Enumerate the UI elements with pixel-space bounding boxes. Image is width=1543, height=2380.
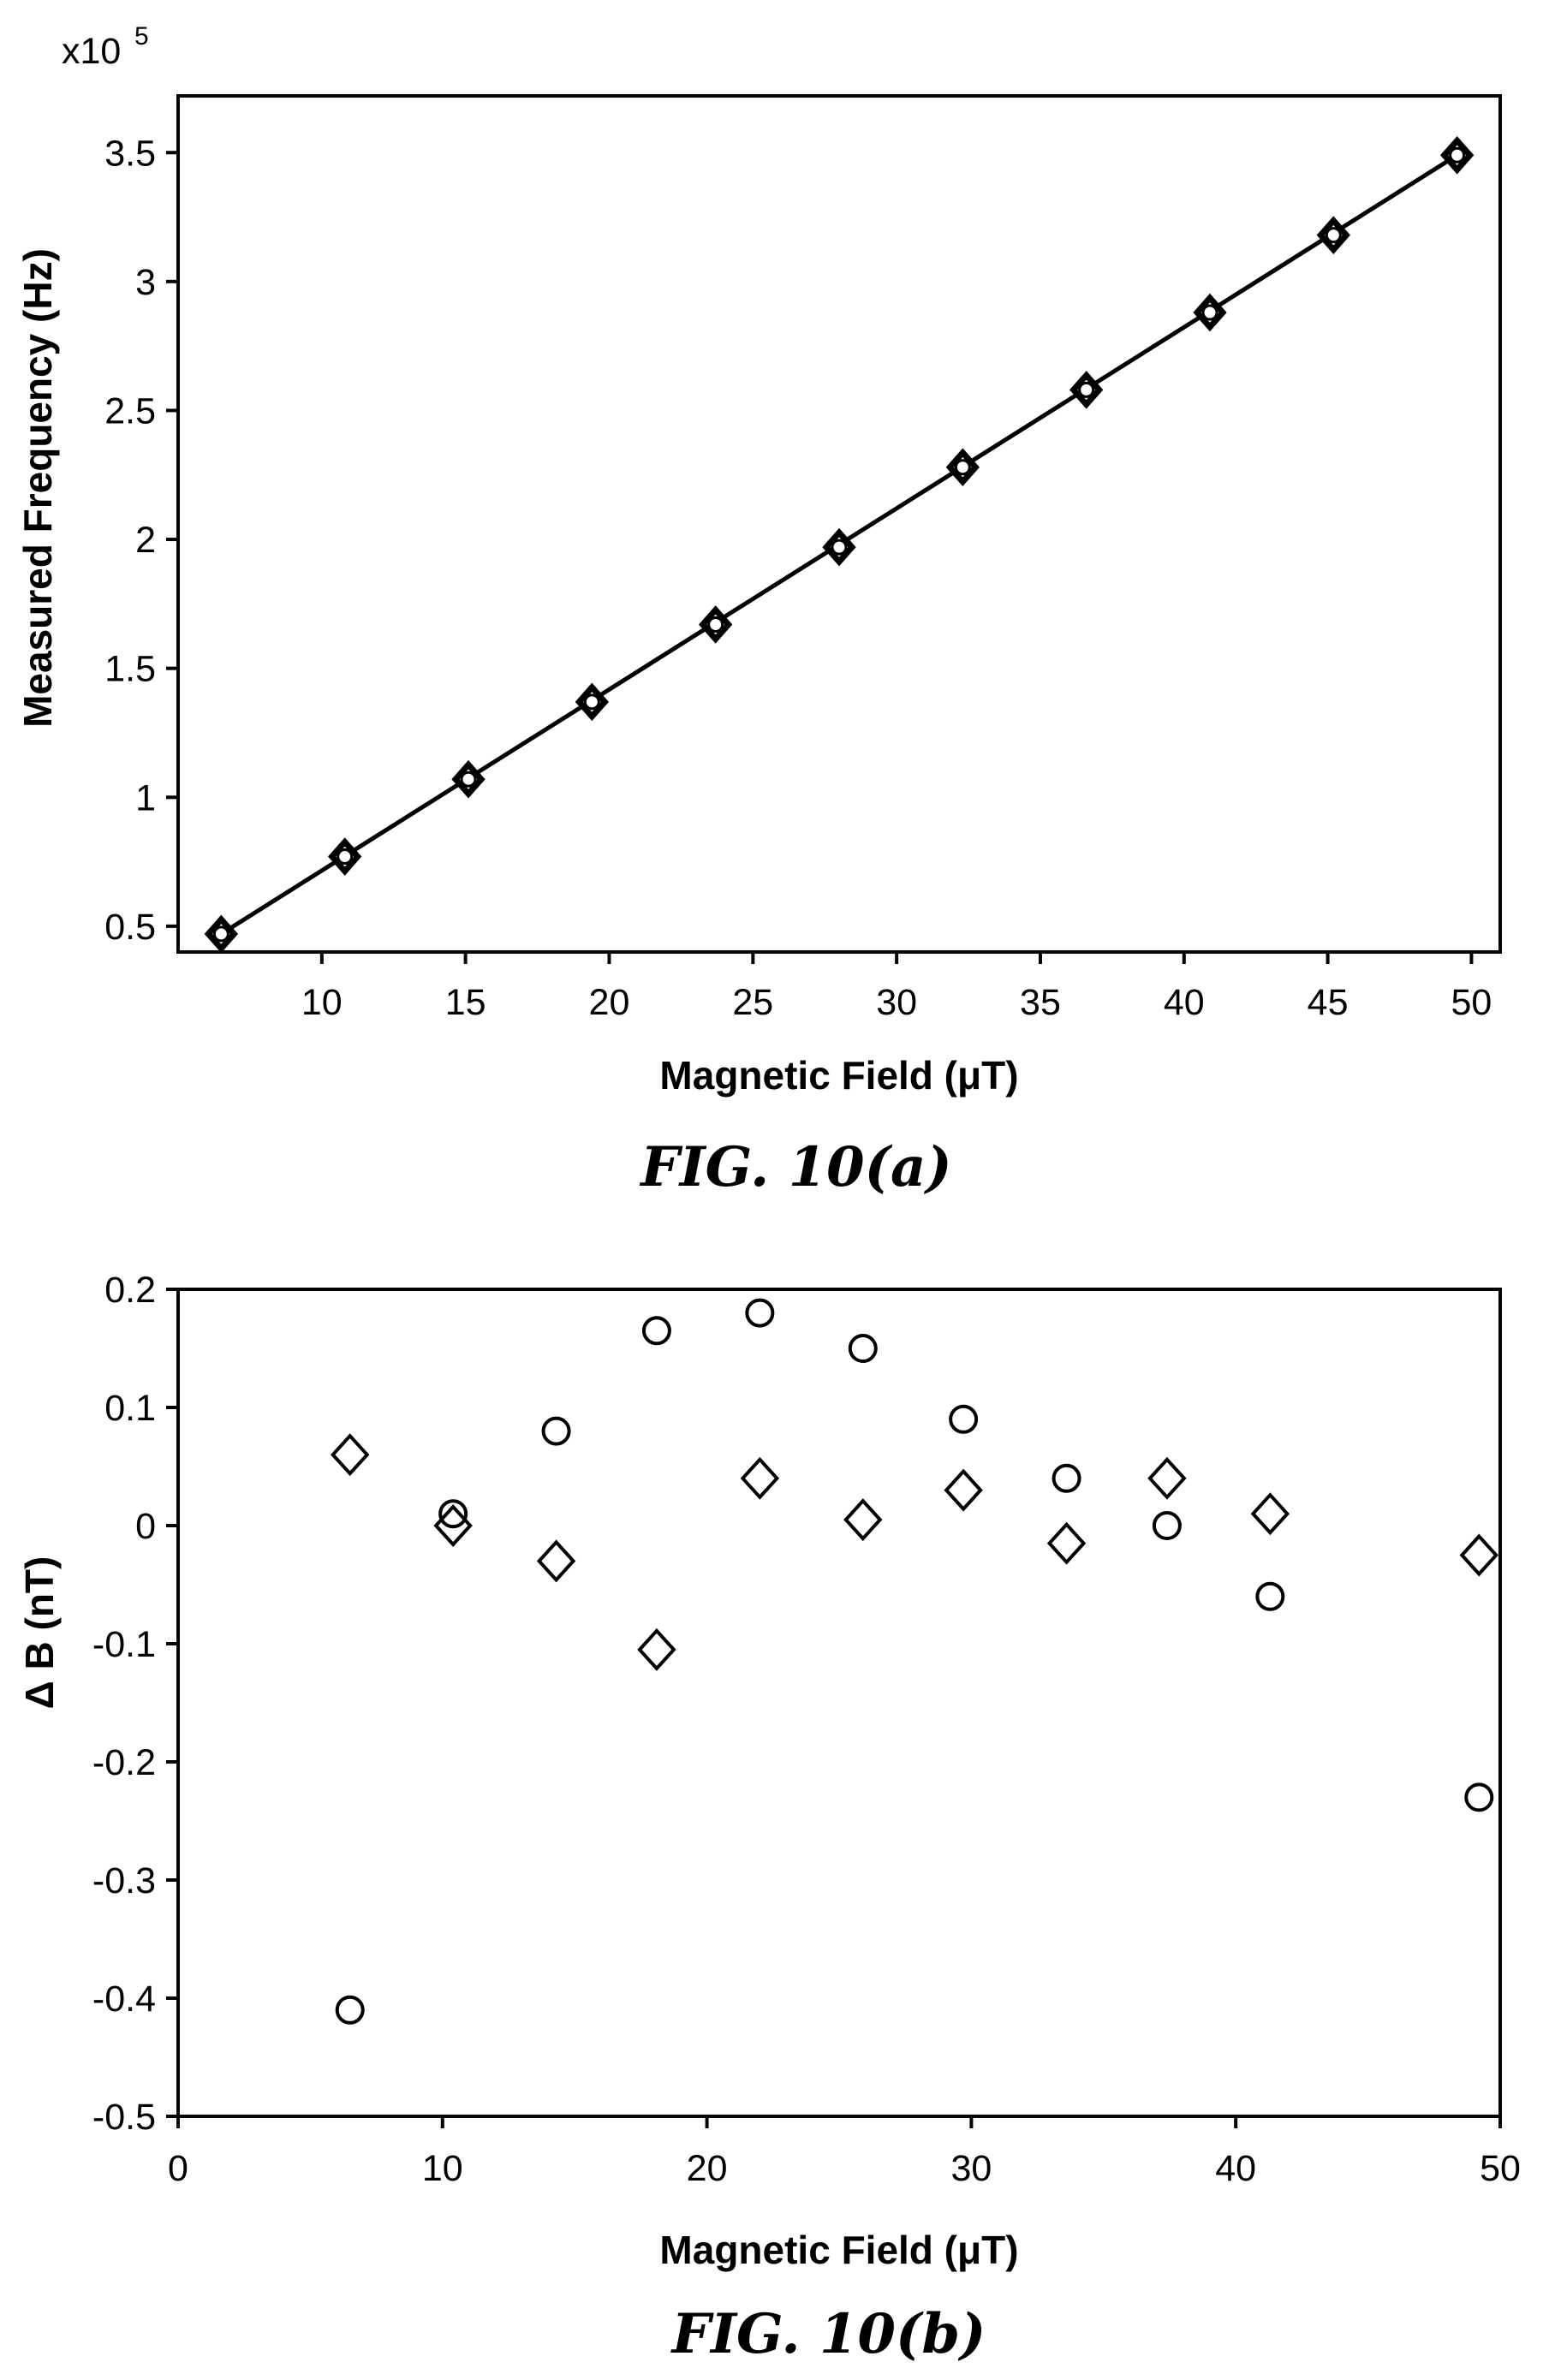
plot-area-a: 10 15 20 25 30 35 40 45 50 0.5 1 1.5 2 2.5 3 3.5: [104, 94, 1502, 1023]
y-multiplier-exponent: 5: [134, 22, 149, 51]
x-tick-label: 20: [589, 982, 630, 1023]
circle-point: [831, 538, 848, 556]
y-tick-label: -0.5: [92, 2097, 156, 2138]
y-tick-label: 2: [135, 520, 156, 561]
circle-point: [212, 925, 229, 943]
y-tick-label: 0.2: [104, 1270, 156, 1311]
y-multiplier-base: x10: [62, 31, 121, 72]
circle-point: [848, 1334, 878, 1363]
diamond-point: [740, 1456, 780, 1500]
figure-caption-a: FIG. 10(a): [639, 1135, 951, 1199]
y-tick-label: 0: [135, 1506, 156, 1547]
circle-point: [1078, 381, 1095, 398]
circle-point: [541, 1416, 571, 1446]
y-tick-label: 3: [135, 262, 156, 303]
circle-point: [1255, 1581, 1285, 1611]
plot-area-b: 0 10 20 30 40 50 -0.5 -0.4 -0.3 -0.2 -0.1 0 0.1 0.2: [92, 1270, 1521, 2189]
diamond-point: [1046, 1521, 1087, 1565]
diamond-point: [1439, 135, 1474, 175]
x-tick-label: 0: [168, 2148, 188, 2189]
diamond-point: [944, 1468, 983, 1512]
y-multiplier: x10 5: [62, 22, 149, 72]
circle-point: [1464, 1782, 1494, 1812]
diamond-point: [699, 605, 733, 644]
circle-point: [949, 1404, 979, 1434]
y-tick-label: 1.5: [104, 649, 156, 690]
x-tick-label: 35: [1020, 982, 1061, 1023]
y-tick-label: 2.5: [104, 390, 156, 431]
diamond-point: [822, 527, 856, 567]
circle-point: [1449, 146, 1466, 164]
y-tick-label: -0.4: [92, 1978, 156, 2020]
circle-point: [745, 1298, 775, 1328]
diamond-point: [433, 1504, 473, 1547]
circle-point: [641, 1316, 671, 1346]
x-tick-label: 10: [422, 2148, 463, 2189]
y-tick-label: 3.5: [104, 133, 156, 174]
y-tick-label: -0.2: [92, 1742, 156, 1783]
x-axis-label-a: Magnetic Field (μT): [659, 1053, 1018, 1098]
circle-point: [1201, 304, 1218, 321]
x-tick-label: 50: [1480, 2148, 1521, 2189]
circle-point: [1152, 1511, 1182, 1540]
diamond-point: [1250, 1492, 1290, 1536]
x-tick-label: 20: [687, 2148, 728, 2189]
diamond-point: [843, 1498, 883, 1542]
figure-caption-b: FIG. 10(b): [670, 2302, 986, 2366]
x-tick-label: 10: [301, 982, 343, 1023]
diamond-point: [575, 682, 610, 722]
diamond-point: [637, 1627, 676, 1671]
diamond-point: [945, 448, 980, 487]
x-tick-label: 40: [1164, 982, 1205, 1023]
circle-point: [954, 459, 971, 476]
y-axis-label-a: Measured Frequency (Hz): [15, 248, 60, 728]
y-tick-label: -0.3: [92, 1860, 156, 1901]
circle-point: [460, 771, 477, 788]
diamond-point: [331, 1433, 370, 1477]
y-tick-label: 1: [135, 777, 156, 818]
x-tick-label: 50: [1451, 982, 1492, 1023]
circle-point: [337, 848, 354, 866]
circle-point: [1052, 1463, 1081, 1493]
y-tick-label: -0.1: [92, 1624, 156, 1665]
x-tick-label: 45: [1308, 982, 1349, 1023]
diamond-point: [536, 1539, 576, 1583]
diamond-point: [1316, 216, 1350, 254]
diamond-point: [204, 914, 239, 954]
y-tick-label: 0.1: [104, 1388, 156, 1429]
chart-b: 0 10 20 30 40 50 -0.5 -0.4 -0.3 -0.2 -0.1 0 0.1 0.2 Δ…: [17, 1270, 1521, 2366]
x-tick-label: 30: [950, 2148, 992, 2189]
diamond-point: [328, 837, 362, 876]
x-tick-label: 30: [876, 982, 917, 1023]
diamond-point: [451, 759, 486, 799]
x-axis-label-b: Magnetic Field (μT): [659, 2228, 1018, 2272]
x-tick-label: 25: [732, 982, 773, 1023]
diamond-point: [1147, 1456, 1187, 1500]
x-tick-label: 40: [1215, 2148, 1256, 2189]
circle-point: [438, 1499, 468, 1529]
plot-frame: [176, 1288, 1502, 2118]
circle-point: [1325, 227, 1342, 244]
circle-point: [583, 693, 600, 711]
x-tick-label: 15: [445, 982, 486, 1023]
chart-a: x10 5 10 15 20 25 30 35 40 45 500.511.522.533.5 …: [15, 22, 1502, 1199]
circle-point: [707, 616, 724, 633]
diamond-point: [1069, 371, 1104, 409]
circle-point: [335, 1995, 365, 2025]
diamond-point: [1193, 293, 1227, 332]
y-tick-label: 0.5: [104, 907, 156, 948]
diamond-point: [1459, 1533, 1498, 1577]
plot-frame: [176, 94, 1502, 954]
y-axis-label-b: Δ B (nT): [17, 1556, 62, 1710]
